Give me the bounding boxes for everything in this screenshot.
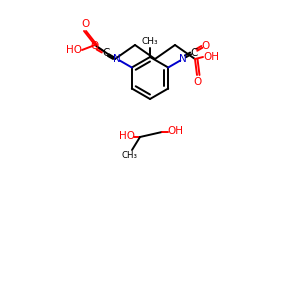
Text: O: O	[201, 41, 210, 51]
Text: CH₃: CH₃	[122, 152, 138, 160]
Text: N: N	[179, 54, 187, 64]
Text: OH: OH	[167, 126, 183, 136]
Text: N: N	[113, 54, 121, 64]
Text: O: O	[194, 77, 202, 87]
Text: O: O	[90, 41, 99, 51]
Text: HO: HO	[119, 131, 135, 141]
Text: CH₃: CH₃	[142, 38, 158, 46]
Text: O: O	[81, 19, 89, 29]
Text: HO: HO	[66, 45, 82, 55]
Text: OH: OH	[203, 52, 219, 62]
Text: C: C	[102, 47, 110, 58]
Text: C: C	[190, 47, 198, 58]
